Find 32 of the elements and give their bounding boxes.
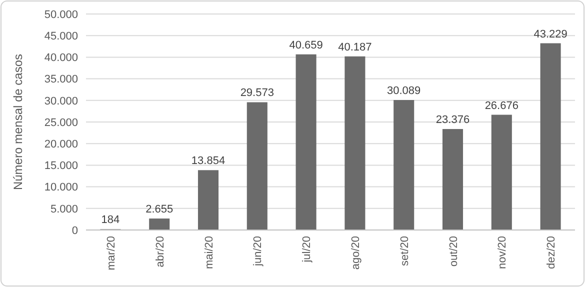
data-label: 26.676 bbox=[484, 100, 518, 112]
y-tick-label: 50.000 bbox=[44, 8, 78, 21]
data-label: 13.854 bbox=[191, 155, 226, 168]
data-label: 29.573 bbox=[240, 87, 274, 100]
data-label: 30.089 bbox=[387, 85, 421, 98]
y-tick-label: 45.000 bbox=[44, 30, 78, 42]
data-label: 40.187 bbox=[338, 41, 372, 54]
x-tick-label: jul/20 bbox=[301, 236, 314, 264]
x-tick-label: jun/20 bbox=[252, 236, 264, 267]
x-tick-label: set/20 bbox=[398, 236, 411, 266]
x-tick-label: out/20 bbox=[448, 236, 460, 267]
data-label: 184 bbox=[101, 214, 120, 226]
x-tick-label: mar/20 bbox=[105, 236, 118, 270]
y-tick-label: 15.000 bbox=[44, 160, 78, 172]
x-tick-label: dez/20 bbox=[546, 236, 558, 270]
y-tick-label: 5.000 bbox=[50, 203, 78, 216]
data-label: 43.229 bbox=[534, 28, 568, 40]
data-label: 2.655 bbox=[146, 204, 174, 216]
x-tick-label: abr/20 bbox=[154, 236, 166, 268]
y-tick-label: 10.000 bbox=[44, 182, 78, 194]
x-tick-label: mai/20 bbox=[203, 236, 216, 270]
x-tick-label: nov/20 bbox=[496, 236, 509, 270]
y-tick-label: 30.000 bbox=[44, 95, 78, 108]
y-axis-title: Número mensal de casos bbox=[11, 54, 25, 190]
y-tick-label: 40.000 bbox=[44, 52, 78, 64]
y-tick-label: 35.000 bbox=[44, 74, 78, 86]
x-tick-label: ago/20 bbox=[350, 236, 362, 270]
data-label: 40.659 bbox=[289, 39, 323, 52]
y-tick-label: 20.000 bbox=[44, 138, 78, 150]
y-tick-label: 0 bbox=[72, 224, 78, 237]
data-label: 23.376 bbox=[436, 114, 470, 126]
y-tick-label: 25.000 bbox=[44, 116, 78, 129]
